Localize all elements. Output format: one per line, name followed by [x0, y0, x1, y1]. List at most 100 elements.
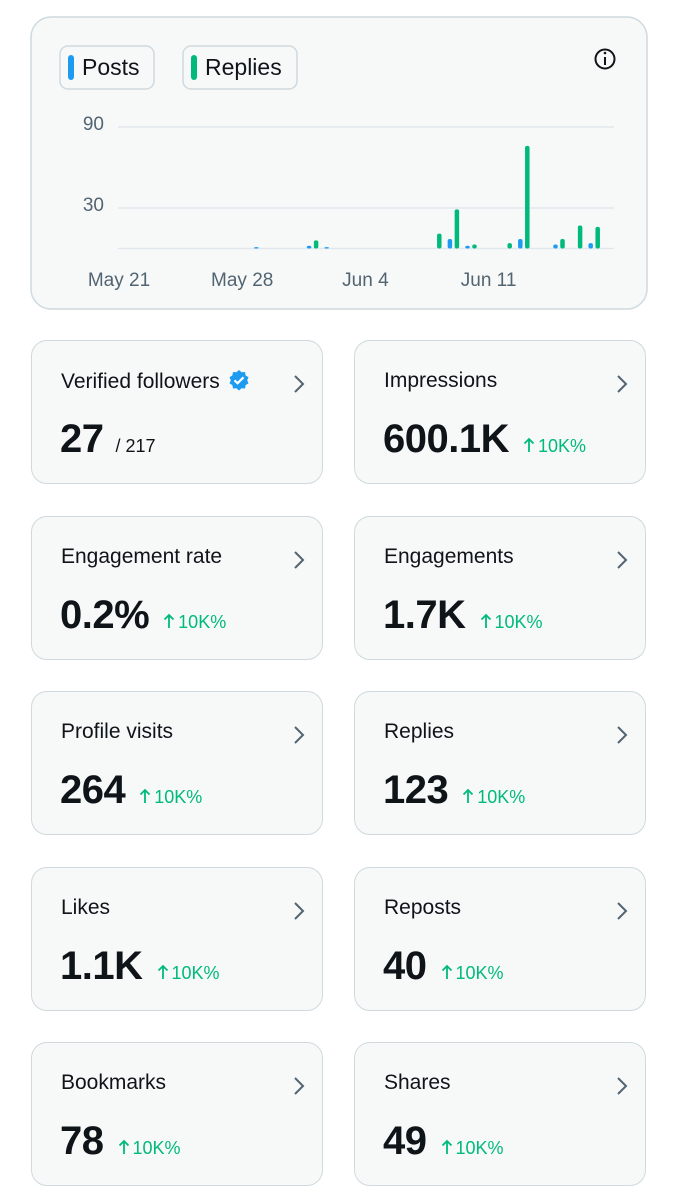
- chart-card: [30, 16, 648, 310]
- chevron: [615, 549, 629, 576]
- metric-card[interactable]: Replies 123 10K%: [354, 691, 646, 835]
- metric-change-text: 10K%: [455, 962, 504, 983]
- metric-label-text: Shares: [384, 1071, 451, 1094]
- metric-change-text: 10K%: [132, 1138, 181, 1158]
- bar: [306, 245, 312, 249]
- bar: [447, 239, 453, 249]
- bar: [465, 245, 470, 249]
- metric-label-text: Profile visits: [61, 720, 174, 743]
- chevron: [292, 1075, 306, 1102]
- legend-swatch: [68, 55, 74, 80]
- y-tick-label: 90: [83, 114, 104, 135]
- metric-value-text: 49: [383, 1119, 427, 1163]
- metric-card[interactable]: Verified followers 27 / 217: [31, 340, 323, 484]
- metric-change: 10K%: [462, 787, 525, 807]
- metric-card[interactable]: Impressions 600.1K 10K%: [354, 340, 646, 484]
- metric-label-text: Verified followers: [61, 370, 220, 393]
- up-arrow: [523, 436, 538, 456]
- metric-value: 27 / 217: [60, 417, 156, 462]
- metric-card[interactable]: Likes 1.1K 10K%: [31, 866, 323, 1011]
- metric-value: 1.7K 10K%: [383, 593, 543, 638]
- metric-label-text: Likes: [61, 895, 111, 919]
- metric-label-text: Reposts: [384, 895, 462, 919]
- up-arrow: [163, 612, 178, 632]
- metric-label-text: Engagement rate: [61, 544, 223, 568]
- chevron: [292, 373, 306, 400]
- verified-badge: [228, 369, 250, 397]
- up-arrow: [139, 787, 154, 807]
- metric-label: Impressions: [384, 369, 497, 393]
- up-arrow: [441, 963, 456, 983]
- metric-total: / 217: [115, 436, 156, 456]
- legend-swatch: [191, 55, 197, 80]
- metric-label-text: Replies: [384, 720, 455, 743]
- metric-change: 10K%: [157, 963, 220, 983]
- y-tick-label: 30: [83, 195, 104, 216]
- metric-label-text: Engagements: [384, 544, 514, 568]
- metric-card[interactable]: Bookmarks 78 10K%: [31, 1042, 323, 1186]
- x-tick-label: Jun 4: [342, 270, 389, 291]
- metric-card[interactable]: Engagements 1.7K 10K%: [354, 515, 646, 660]
- metric-change-text: 10K%: [154, 787, 203, 807]
- metric-value-text: 78: [60, 1119, 104, 1163]
- metric-value: 78 10K%: [60, 1119, 181, 1164]
- metric-value-text: 27: [60, 417, 104, 461]
- metric-value: 600.1K 10K%: [383, 417, 586, 462]
- metric-label: Shares: [384, 1071, 451, 1095]
- metric-label: Engagement rate: [61, 545, 222, 569]
- metric-value-text: 123: [383, 768, 449, 812]
- bar: [553, 244, 558, 249]
- legend-item: [59, 45, 155, 90]
- bar: [437, 233, 442, 249]
- metric-value: 1.1K 10K%: [60, 944, 220, 989]
- metric-card[interactable]: Shares 49 10K%: [354, 1042, 646, 1186]
- metric-value-text: 264: [60, 768, 126, 812]
- bar: [254, 247, 259, 249]
- metric-value: 0.2% 10K%: [60, 593, 226, 638]
- bar: [577, 225, 583, 249]
- metric-label: Reposts: [384, 896, 461, 920]
- bar: [324, 247, 329, 249]
- bar: [588, 243, 593, 249]
- metric-value: 49 10K%: [383, 1119, 504, 1164]
- chevron: [615, 1075, 629, 1102]
- bar: [454, 209, 460, 249]
- chart: Posts Replies 30 90 May 21 May 28 Jun 4 Jun 11: [30, 16, 648, 310]
- metric-change-text: 10K%: [537, 436, 587, 456]
- metric-change: 10K%: [139, 787, 202, 807]
- bar: [560, 239, 565, 249]
- metric-value-text: 40: [383, 943, 427, 988]
- metric-value-text: 1.7K: [383, 592, 466, 637]
- up-arrow: [480, 612, 495, 632]
- legend-label: Posts: [82, 54, 140, 80]
- metric-label: Engagements: [384, 545, 514, 569]
- bar: [595, 226, 600, 249]
- bar: [472, 244, 477, 249]
- info-icon[interactable]: [594, 48, 616, 70]
- metric-change-text: 10K%: [171, 962, 220, 983]
- metric-card[interactable]: Reposts 40 10K%: [354, 866, 646, 1011]
- metric-value: 123 10K%: [383, 768, 525, 813]
- up-arrow: [462, 787, 477, 807]
- chevron: [615, 900, 629, 927]
- metric-value-text: 1.1K: [60, 943, 143, 988]
- metric-change: 10K%: [441, 963, 504, 983]
- metric-card[interactable]: Profile visits 264 10K%: [31, 691, 323, 835]
- metric-change-text: 10K%: [178, 611, 227, 632]
- chevron: [292, 549, 306, 576]
- chevron: [292, 900, 306, 927]
- legend-item: [182, 45, 298, 90]
- metric-change: 10K%: [441, 1138, 504, 1158]
- chevron: [292, 724, 306, 751]
- metric-value: 40 10K%: [383, 944, 504, 989]
- metric-label-text: Bookmarks: [61, 1071, 167, 1094]
- metric-label: Replies: [384, 720, 454, 744]
- metric-value-text: 600.1K: [383, 417, 509, 461]
- metric-change: 10K%: [118, 1138, 181, 1158]
- metric-change-text: 10K%: [494, 611, 543, 632]
- metric-card[interactable]: Engagement rate 0.2% 10K%: [31, 515, 323, 660]
- metric-change-text: 10K%: [455, 1138, 504, 1158]
- metric-value-text: 0.2%: [60, 592, 150, 637]
- metric-change: 10K%: [523, 436, 586, 456]
